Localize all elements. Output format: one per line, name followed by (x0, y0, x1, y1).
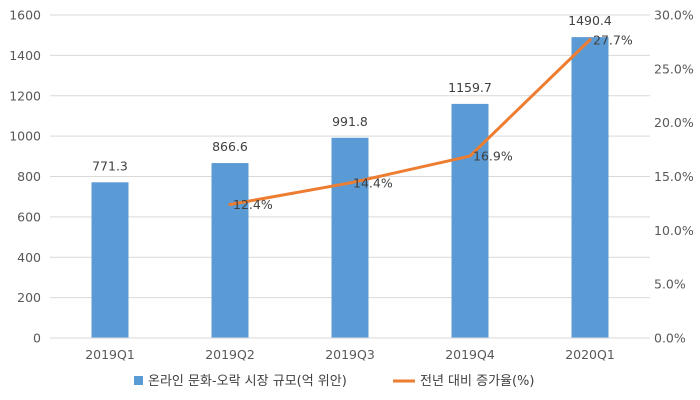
y-left-tick-label: 800 (17, 169, 41, 184)
line-data-label: 16.9% (473, 149, 513, 164)
legend-label-bar: 온라인 문화-오락 시장 규모(억 위안) (148, 374, 347, 389)
y-right-tick-label: 15.0% (654, 169, 694, 184)
x-tick-label: 2019Q2 (205, 347, 255, 362)
bar-data-label: 866.6 (212, 139, 248, 154)
line-data-label: 12.4% (233, 197, 273, 212)
bar-series (91, 37, 609, 339)
y-left-tick-label: 400 (17, 250, 41, 265)
bar-data-label: 771.3 (92, 158, 128, 173)
bar-data-label: 1159.7 (448, 80, 492, 95)
bar (451, 103, 489, 338)
legend: 온라인 문화-오락 시장 규모(억 위안) 전년 대비 증가율(%) (134, 374, 534, 389)
y-left-tick-label: 1400 (9, 48, 41, 63)
line-point (348, 181, 352, 185)
y-left-tick-label: 600 (17, 209, 41, 224)
x-tick-label: 2019Q3 (325, 347, 375, 362)
y-left-tick-label: 0 (33, 331, 41, 346)
line-point (468, 154, 472, 158)
line-point (588, 38, 592, 42)
y-right-tick-label: 5.0% (654, 277, 686, 292)
bar-data-label: 1490.4 (568, 13, 612, 28)
line-data-label: 14.4% (353, 175, 393, 190)
x-tick-label: 2019Q4 (445, 347, 495, 362)
x-tick-label: 2020Q1 (565, 347, 615, 362)
bar (91, 182, 129, 338)
x-tick-label: 2019Q1 (85, 347, 135, 362)
data-labels: 771.3 866.6 991.8 1159.7 1490.4 12.4% 14.4% 16.… (92, 13, 633, 212)
line-data-label: 27.7% (593, 32, 633, 47)
y-right-tick-label: 25.0% (654, 61, 694, 76)
growth-rate-line (228, 38, 592, 206)
y-right-tick-label: 0.0% (654, 331, 686, 346)
bar-data-label: 991.8 (332, 114, 368, 129)
y-right-tick-label: 10.0% (654, 223, 694, 238)
line-point (228, 202, 232, 206)
y-left-tick-label: 1600 (9, 8, 41, 23)
bar (211, 163, 249, 338)
legend-label-line: 전년 대비 증가율(%) (420, 374, 534, 389)
y-right-tick-label: 20.0% (654, 115, 694, 130)
line-series (228, 38, 592, 206)
y-left-tick-label: 200 (17, 290, 41, 305)
y-right-tick-label: 30.0% (654, 8, 694, 23)
legend-swatch-bar (134, 376, 143, 385)
y-left-tick-label: 1200 (9, 88, 41, 103)
axes: 0 200 400 600 800 1000 1200 1400 1600 0.0% 5.0% 10.… (9, 8, 694, 363)
bar (331, 137, 369, 338)
y-left-tick-label: 1000 (9, 129, 41, 144)
bar (571, 37, 609, 339)
